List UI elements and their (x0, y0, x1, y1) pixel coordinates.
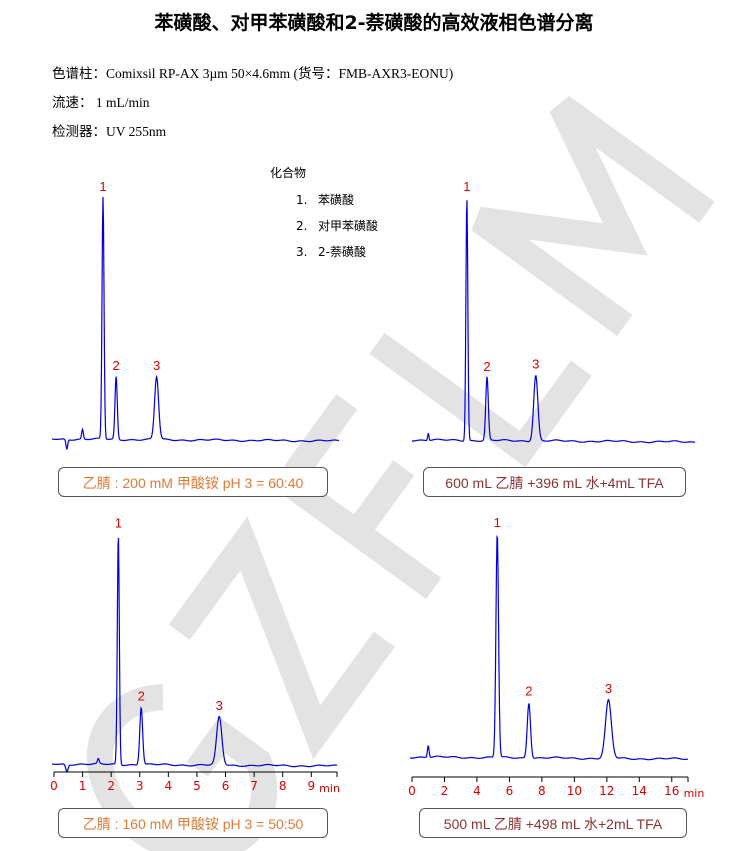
x-tick-label: 6 (222, 779, 230, 793)
x-tick-label: 0 (50, 779, 58, 793)
peak-label: 2 (138, 688, 145, 703)
mobile-phase-label-1: 乙腈 : 200 mM 甲酸铵 pH 3 = 60:40 (58, 467, 328, 497)
x-tick-label: 16 (664, 784, 679, 798)
x-tick-label: 8 (279, 779, 287, 793)
peak-label: 2 (525, 684, 532, 699)
x-tick-label: 5 (193, 779, 201, 793)
legend-num: 2. (296, 219, 308, 233)
mobile-phase-label-2: 600 mL 乙腈 +396 mL 水+4mL TFA (423, 467, 686, 497)
legend-name: 苯磺酸 (318, 193, 355, 207)
peak-label: 3 (605, 681, 612, 696)
legend-name: 对甲苯磺酸 (318, 219, 379, 233)
x-tick-label: 9 (307, 779, 315, 793)
mobile-phase-label-4: 500 mL 乙腈 +498 mL 水+2mL TFA (419, 808, 687, 838)
x-tick-label: 4 (473, 784, 481, 798)
legend-name: 2-萘磺酸 (318, 245, 366, 259)
x-tick-label: 1 (79, 779, 87, 793)
peak-label: 1 (99, 179, 106, 194)
peak-label: 1 (494, 515, 501, 530)
x-tick-label: 12 (599, 784, 614, 798)
chromatogram-trace (412, 200, 696, 444)
legend-item: 1. 苯磺酸 (296, 191, 378, 217)
mobile-phase-label-3: 乙腈 : 160 mM 甲酸铵 pH 3 = 50:50 (58, 808, 328, 838)
legend-num: 1. (296, 193, 308, 207)
peak-label: 3 (153, 358, 160, 373)
flow-info: 流速： 1 mL/min (52, 95, 150, 110)
x-tick-label: 7 (250, 779, 258, 793)
peak-label: 3 (216, 698, 223, 713)
legend-item: 3. 2-萘磺酸 (296, 243, 378, 269)
x-tick-label: 4 (165, 779, 173, 793)
x-tick-label: 6 (506, 784, 514, 798)
compound-legend: 化合物 1. 苯磺酸 2. 对甲苯磺酸 3. 2-萘磺酸 (270, 164, 378, 269)
watermark-letter (168, 516, 395, 760)
page-title: 苯磺酸、对甲苯磺酸和2-萘磺酸的高效液相色谱分离 (154, 12, 594, 34)
legend-item: 2. 对甲苯磺酸 (296, 217, 378, 243)
chromatogram-trace (409, 534, 689, 761)
detector-info: 检测器：UV 255nm (52, 124, 167, 139)
x-tick-label: 2 (441, 784, 449, 798)
watermark-letter (369, 332, 592, 468)
peak-label: 2 (483, 359, 490, 374)
peak-label: 3 (532, 356, 539, 371)
chromatogram-trace (51, 537, 337, 773)
peak-label: 2 (113, 358, 120, 373)
legend-heading: 化合物 (270, 166, 307, 180)
x-axis-unit: min (684, 787, 705, 800)
legend-num: 3. (296, 245, 308, 259)
x-tick-label: 2 (107, 779, 115, 793)
column-info: 色谱柱：Comixsil RP-AX 3µm 50×4.6mm (货号：FMB-… (52, 66, 454, 81)
watermark-letter (471, 95, 715, 337)
peak-label: 1 (463, 179, 470, 194)
x-axis-unit: min (319, 782, 340, 795)
chromatogram-trace (51, 196, 340, 451)
peak-label: 1 (115, 516, 122, 531)
x-tick-label: 14 (632, 784, 647, 798)
x-tick-label: 3 (136, 779, 144, 793)
x-tick-label: 0 (408, 784, 416, 798)
x-tick-label: 10 (567, 784, 582, 798)
x-tick-label: 8 (538, 784, 546, 798)
